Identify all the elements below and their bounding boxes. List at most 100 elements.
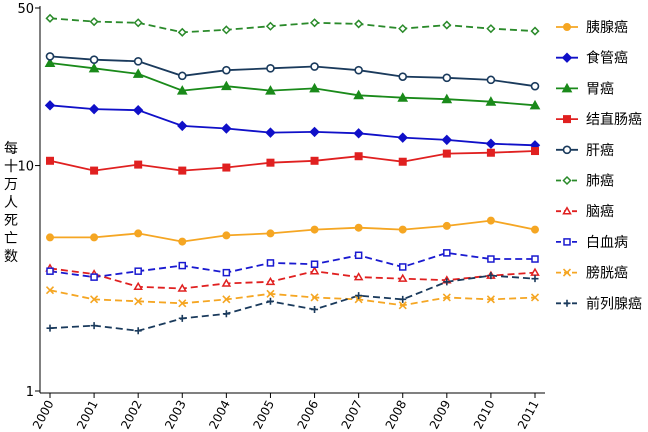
data-point: [89, 55, 99, 64]
data-point: [310, 260, 319, 268]
data-point: [178, 299, 187, 308]
series-line-5: [49, 17, 536, 34]
series-line-3: [49, 150, 536, 172]
series-lines: [49, 17, 536, 332]
data-point: [531, 255, 539, 263]
legend-item-3: 结直肠癌: [556, 111, 642, 128]
data-point: [486, 216, 495, 225]
legend-swatch-marker: [562, 206, 572, 215]
data-point: [531, 275, 539, 283]
data-point: [222, 231, 231, 240]
series-points-9: [46, 272, 539, 335]
data-point: [310, 293, 319, 302]
data-point: [353, 128, 364, 139]
data-point: [442, 149, 451, 158]
data-point: [46, 156, 54, 165]
data-point: [222, 65, 231, 75]
x-tick-label: 2002: [118, 398, 145, 432]
series-line-6: [49, 267, 536, 290]
legend-swatch-marker: [562, 145, 572, 155]
x-tick-label: 2011: [515, 398, 542, 432]
legend-item-7: 白血病: [556, 235, 628, 251]
data-point: [354, 152, 363, 161]
data-point: [487, 272, 495, 280]
data-point: [354, 19, 364, 29]
data-point: [266, 64, 275, 73]
data-point: [90, 295, 99, 304]
data-point: [309, 266, 320, 275]
data-point: [265, 276, 276, 286]
data-point: [310, 62, 319, 71]
data-point: [311, 305, 319, 313]
x-tick-label: 2004: [206, 398, 233, 432]
x-tick-label: 2010: [471, 398, 498, 432]
data-point: [486, 75, 496, 85]
legend-item-5: 肺癌: [556, 174, 614, 190]
series-points-3: [46, 147, 539, 175]
data-point: [265, 127, 276, 138]
data-point: [398, 301, 407, 310]
data-point: [177, 71, 187, 81]
data-point: [354, 295, 363, 304]
legend-label: 前列腺癌: [586, 295, 642, 312]
data-point: [134, 327, 142, 335]
data-point: [309, 18, 320, 28]
legend-swatch-marker: [561, 52, 573, 63]
data-point: [442, 293, 451, 302]
legend-item-6: 脑癌: [556, 204, 614, 220]
data-point: [46, 324, 54, 332]
data-point: [486, 295, 495, 304]
data-point: [398, 72, 408, 81]
data-point: [310, 225, 319, 234]
series-points-4: [45, 52, 540, 91]
series-markers: [44, 13, 541, 335]
data-point: [397, 92, 409, 102]
x-ticks: 2000 2001 2002 2003 2004 2005 2006 2007 2008 2009…: [30, 393, 542, 431]
data-point: [45, 286, 55, 295]
data-point: [133, 57, 143, 66]
data-point: [530, 293, 540, 302]
x-tick-label: 2009: [427, 398, 454, 432]
data-point: [530, 26, 540, 36]
data-point: [221, 123, 232, 134]
data-point: [90, 322, 98, 330]
data-point: [397, 273, 408, 282]
x-tick-label: 2005: [250, 398, 277, 432]
series-line-7: [49, 251, 535, 279]
series-line-0: [50, 219, 536, 243]
series-points-5: [45, 13, 540, 37]
legend-swatch-marker: [562, 268, 572, 277]
legend-label: 脑癌: [586, 204, 614, 220]
data-point: [398, 225, 407, 234]
x-tick-label: 2007: [339, 398, 366, 432]
data-point: [222, 295, 231, 304]
y-tick-label: 10: [17, 160, 34, 175]
data-point: [90, 273, 98, 281]
series-points-0: [46, 216, 539, 246]
legend-swatch-marker: [561, 82, 573, 93]
legend-item-0: 胰腺癌: [556, 20, 628, 36]
legend-item-1: 食管癌: [556, 50, 628, 67]
legend-swatch-marker: [563, 299, 571, 307]
data-point: [486, 148, 495, 157]
data-point: [132, 105, 144, 116]
data-point: [88, 103, 100, 115]
data-point: [222, 268, 231, 277]
data-point: [266, 259, 275, 267]
data-point: [265, 85, 276, 95]
data-point: [134, 160, 143, 169]
legend-swatch-marker: [563, 23, 571, 31]
data-point: [221, 80, 232, 91]
series-line-1: [49, 104, 536, 147]
legend-item-8: 膀胱癌: [556, 265, 628, 282]
legend-label: 肝癌: [586, 143, 614, 159]
x-tick-label: 2006: [294, 398, 321, 432]
data-point: [354, 251, 363, 260]
data-point: [442, 20, 452, 30]
x-tick-label: 2001: [74, 398, 101, 432]
data-point: [443, 278, 451, 286]
data-point: [134, 297, 143, 306]
data-point: [531, 147, 539, 156]
